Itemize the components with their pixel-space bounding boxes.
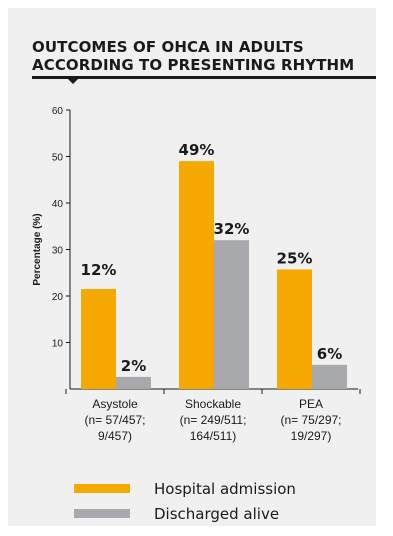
bar-discharged-alive-shockable — [214, 240, 249, 389]
y-axis-title: Percentage (%) — [32, 213, 43, 285]
data-label-discharged-alive-shockable: 32% — [214, 220, 250, 238]
bar-hospital-admission-asystole — [81, 289, 116, 389]
bar-discharged-alive-pea — [312, 364, 347, 389]
legend-swatch-discharged-alive — [74, 509, 130, 518]
y-tick-label: 20 — [52, 292, 64, 303]
y-tick-label: 50 — [52, 153, 64, 164]
y-tick-label: 40 — [52, 199, 64, 210]
y-tick-label: 10 — [52, 339, 64, 350]
chart-title: OUTCOMES OF OHCA IN ADULTS ACCORDING TO … — [32, 38, 355, 74]
x-category-sample-size: (n= 75/297; — [280, 413, 341, 427]
y-tick-label: 30 — [52, 246, 64, 257]
data-label-discharged-alive-asystole: 2% — [121, 357, 146, 375]
x-category-sample-size: (n= 57/457; — [84, 413, 145, 427]
bar-hospital-admission-shockable — [179, 161, 214, 389]
bar-discharged-alive-asystole — [116, 376, 151, 389]
data-label-hospital-admission-shockable: 49% — [179, 141, 215, 159]
title-underline — [32, 76, 376, 79]
data-label-hospital-admission-pea: 25% — [277, 249, 313, 267]
x-category-label: Shockable — [185, 397, 241, 411]
data-label-discharged-alive-pea: 6% — [317, 345, 342, 363]
title-notch-marker — [68, 79, 78, 84]
x-category-label: PEA — [299, 397, 323, 411]
x-category-sample-size: 9/457) — [98, 429, 132, 443]
x-category-sample-size: (n= 249/511; — [180, 413, 247, 427]
x-category-sample-size: 19/297) — [291, 429, 332, 443]
legend-label-discharged-alive: Discharged alive — [154, 505, 280, 523]
y-tick-label: 60 — [52, 106, 64, 117]
bar-hospital-admission-pea — [277, 269, 312, 389]
legend-swatch-hospital-admission — [74, 484, 130, 493]
legend-label-hospital-admission: Hospital admission — [154, 480, 296, 498]
x-category-sample-size: 164/511) — [190, 429, 236, 443]
x-category-label: Asystole — [92, 397, 138, 411]
data-label-hospital-admission-asystole: 12% — [81, 261, 117, 279]
